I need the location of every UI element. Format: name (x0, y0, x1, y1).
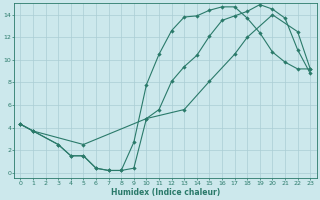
X-axis label: Humidex (Indice chaleur): Humidex (Indice chaleur) (111, 188, 220, 197)
